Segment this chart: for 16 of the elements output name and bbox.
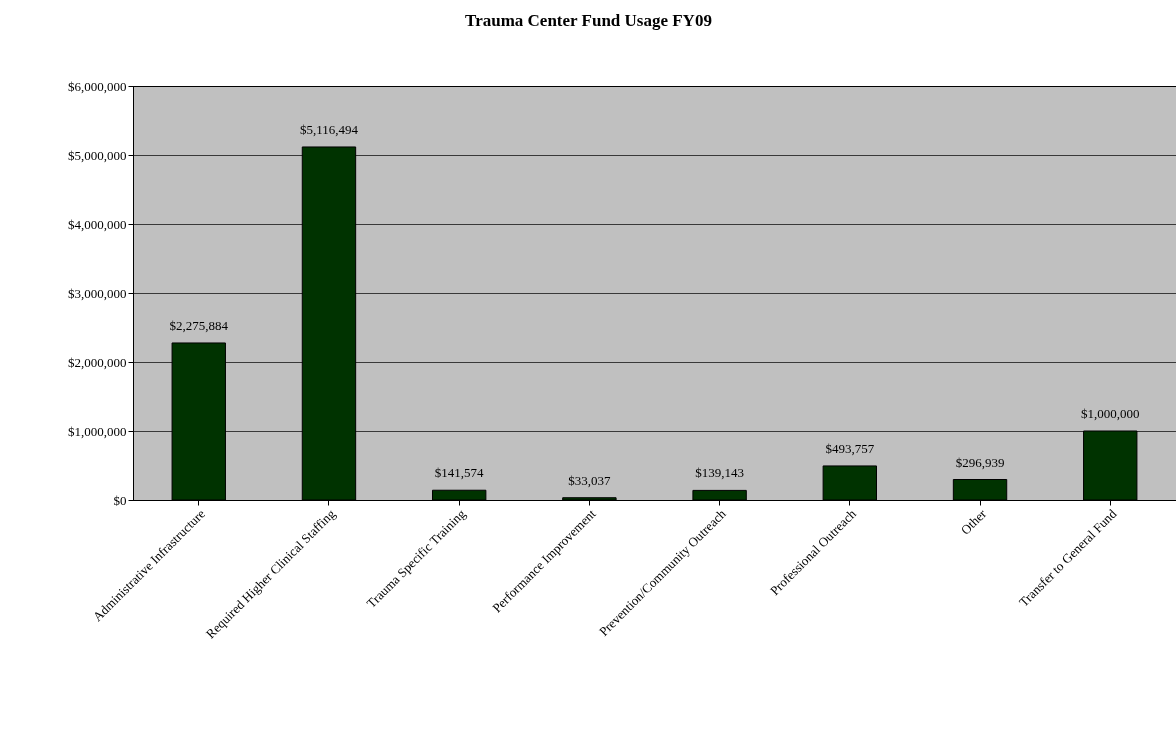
data-label: $296,939: [955, 454, 1005, 470]
y-tick-label: $5,000,000: [68, 147, 127, 163]
y-tick-label: $4,000,000: [68, 216, 127, 232]
y-tick-label: $3,000,000: [68, 285, 127, 301]
y-tick-label: $0: [113, 492, 127, 508]
y-tick-label: $1,000,000: [68, 423, 127, 439]
data-label: $5,116,494: [299, 121, 359, 137]
data-label: $2,275,884: [169, 317, 229, 333]
chart-title: Trauma Center Fund Usage FY09: [465, 11, 712, 30]
y-tick-label: $2,000,000: [68, 354, 127, 370]
data-label: $493,757: [825, 440, 875, 456]
data-label: $33,037: [568, 472, 612, 488]
data-label: $139,143: [695, 465, 744, 481]
data-label: $1,000,000: [1080, 406, 1140, 421]
y-tick-label: $6,000,000: [68, 78, 127, 94]
data-label: $141,574: [434, 465, 485, 481]
